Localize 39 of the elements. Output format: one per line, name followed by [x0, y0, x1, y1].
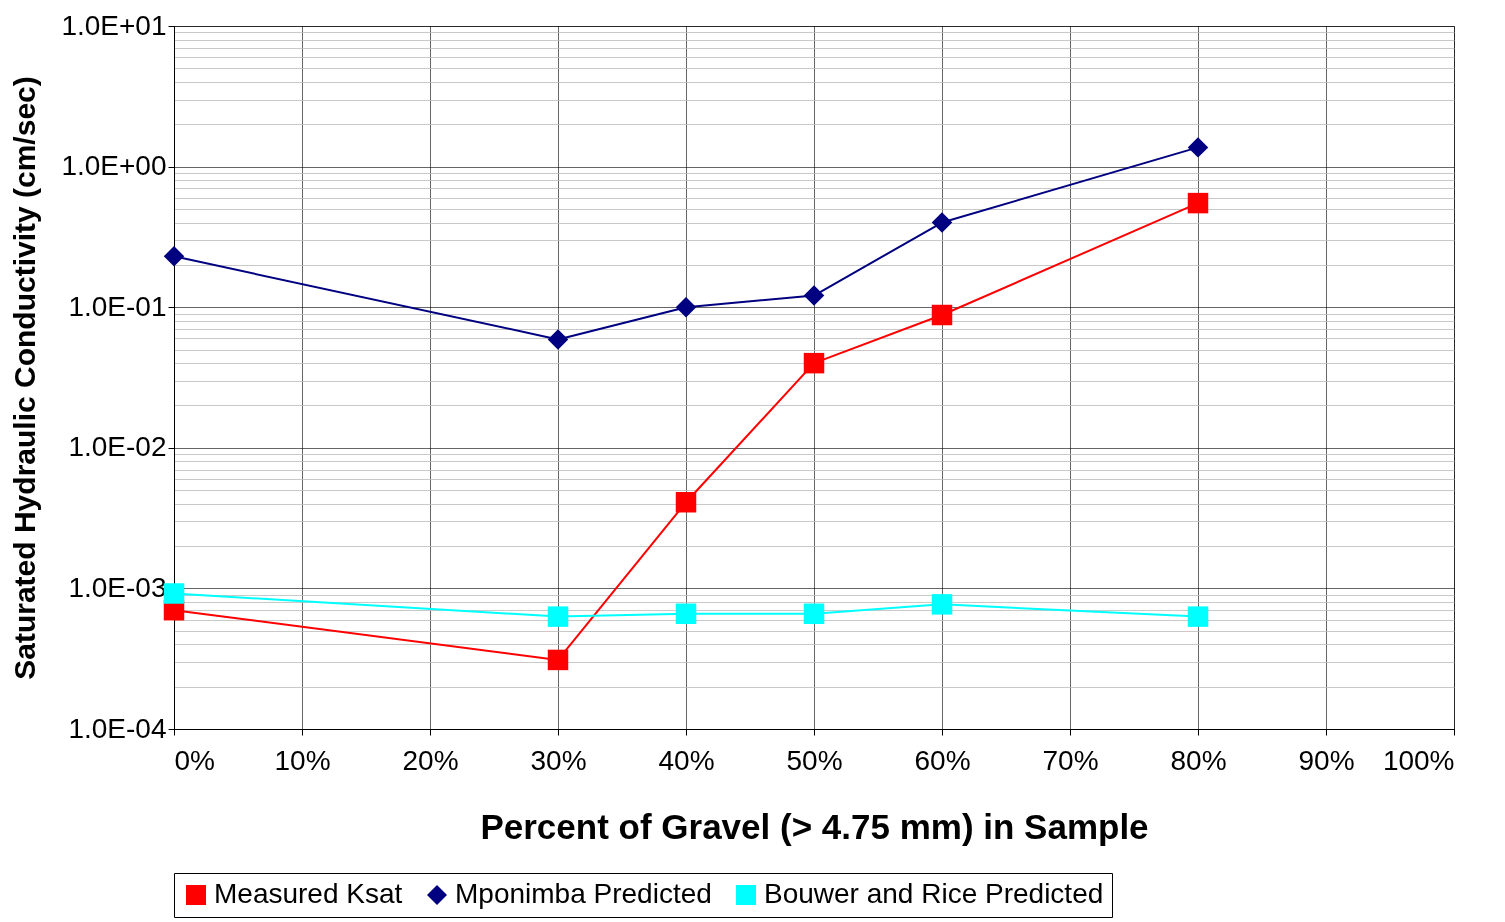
x-tick-label: 40%	[658, 744, 715, 776]
point	[931, 304, 953, 326]
y-tick-label: 1.0E+00	[61, 150, 167, 182]
x-tick-label: 80%	[1170, 744, 1227, 776]
legend-label: Mponimba Predicted	[455, 878, 712, 909]
x-tick-label: 0%	[174, 744, 215, 776]
point	[163, 583, 185, 604]
x-tick-label: 20%	[402, 744, 459, 776]
point	[163, 246, 185, 267]
y-tick-label: 1.0E-02	[68, 431, 167, 463]
x-tick-label: 70%	[1042, 744, 1099, 776]
point	[803, 285, 825, 306]
x-tick-label: 10%	[274, 744, 331, 776]
point	[1187, 192, 1209, 214]
x-tick-label: 100%	[1382, 744, 1455, 776]
point	[675, 492, 697, 513]
point	[931, 594, 953, 615]
point	[675, 296, 697, 318]
y-tick-label: 1.0E-04	[68, 712, 167, 744]
y-tick-label: 1.0E+01	[61, 9, 167, 41]
point	[547, 329, 569, 350]
x-tick-label: 50%	[786, 744, 843, 776]
point	[931, 212, 953, 233]
legend-label: Measured Ksat	[214, 878, 403, 909]
point	[803, 603, 825, 625]
y-tick-label: 1.0E-03	[68, 571, 167, 603]
y-tick-label: 1.0E-01	[68, 290, 167, 322]
x-tick-label: 60%	[914, 744, 971, 776]
point	[803, 352, 825, 374]
legend-label: Bouwer and Rice Predicted	[764, 878, 1104, 909]
point	[1187, 137, 1209, 158]
x-tick-label: 90%	[1298, 744, 1355, 776]
point	[675, 603, 697, 625]
y-axis-title: Saturated Hydraulic Conductivity (cm/sec)	[8, 76, 42, 680]
x-tick-label: 30%	[530, 744, 587, 776]
point	[547, 649, 569, 671]
x-axis-title: Percent of Gravel (> 4.75 mm) in Sample	[480, 806, 1149, 846]
point	[1187, 606, 1209, 627]
point	[547, 606, 569, 627]
